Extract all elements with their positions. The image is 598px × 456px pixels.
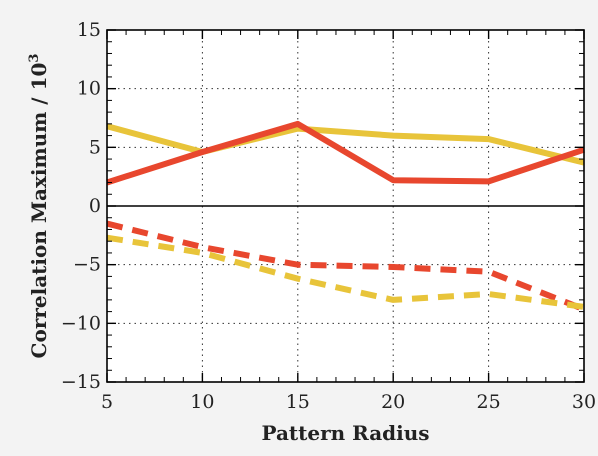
y-tick-label: −5: [73, 254, 101, 276]
x-tick-label: 25: [477, 391, 501, 413]
series-line-2-solid: [106, 120, 585, 186]
y-tick-label: −15: [61, 371, 101, 393]
y-tick-label: 5: [89, 136, 101, 158]
series-line-3-dashed: [106, 220, 586, 313]
x-tick-label: 5: [101, 391, 113, 413]
x-axis-title: Pattern Radius: [261, 421, 429, 445]
tick-labels: 5 10 15 20 25 30 15 10 5 0 −5 −10 −15: [61, 19, 596, 413]
x-tick-label: 15: [286, 391, 310, 413]
ticks: [106, 29, 585, 383]
y-tick-label: 10: [77, 78, 101, 100]
y-tick-label: −10: [61, 312, 101, 334]
series-line-1-solid: [106, 123, 585, 166]
y-axis-title-exponent: 3: [27, 54, 42, 63]
series-line-4-dashed: [106, 234, 585, 310]
x-tick-label: 10: [190, 391, 214, 413]
y-axis-title-main: Correlation Maximum / 10: [27, 63, 51, 359]
y-axis-title: Correlation Maximum / 103: [27, 54, 51, 359]
x-tick-label: 20: [381, 391, 405, 413]
y-tick-label: 15: [77, 19, 101, 41]
series-group: [106, 120, 586, 313]
y-tick-label: 0: [89, 195, 101, 217]
x-tick-label: 30: [572, 391, 596, 413]
